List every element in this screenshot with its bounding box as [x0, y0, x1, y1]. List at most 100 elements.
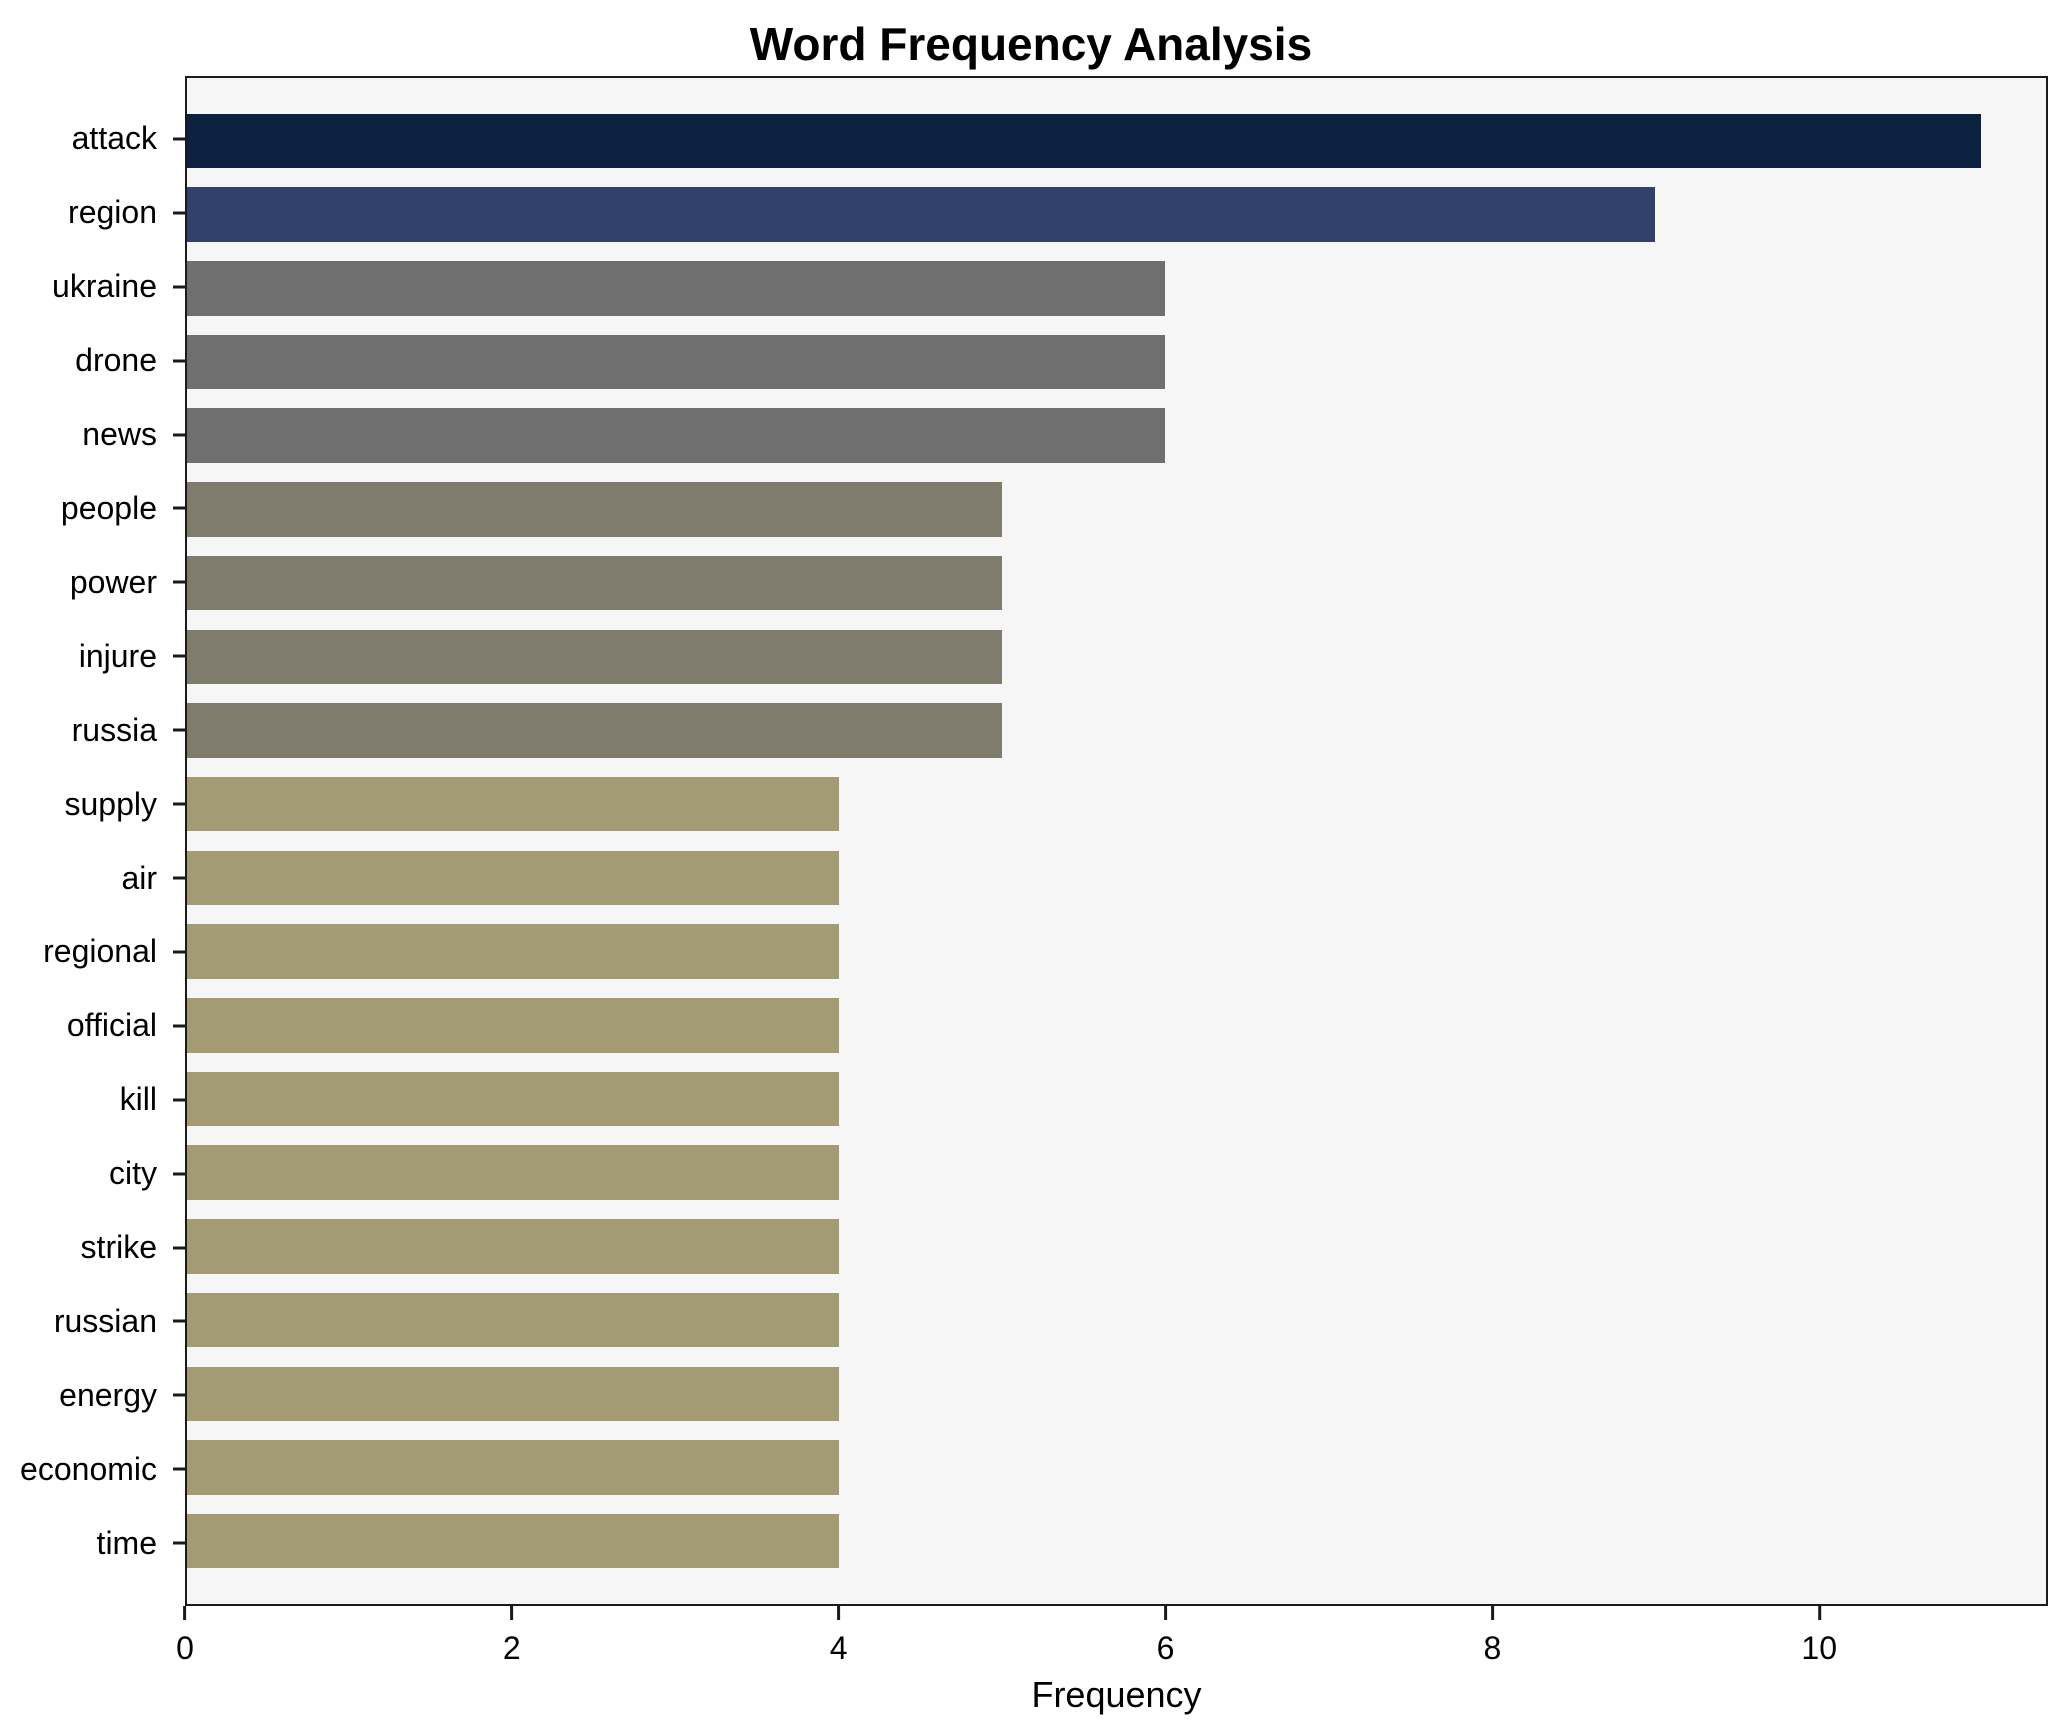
bar-row [187, 1062, 2046, 1136]
x-tick-10: 10 [1801, 1606, 1837, 1667]
y-tick-label: kill [119, 1081, 157, 1118]
y-tick-label: russian [53, 1302, 157, 1339]
x-tick-mark [1817, 1606, 1821, 1620]
y-tick-attack: attack [0, 102, 185, 176]
y-tick-label: city [109, 1155, 157, 1192]
y-tick-injure: injure [0, 619, 185, 693]
bar-russia [187, 703, 1003, 758]
y-tick-label: air [121, 859, 157, 896]
x-tick-6: 6 [1156, 1606, 1175, 1667]
y-tick-label: russia [71, 711, 157, 748]
y-tick-time: time [0, 1506, 185, 1580]
bar-russian [187, 1292, 840, 1348]
y-tick-news: news [0, 398, 185, 472]
bar-strike [187, 1219, 840, 1274]
bar-time [187, 1513, 840, 1569]
bar-energy [187, 1366, 840, 1422]
y-tick-mark [173, 359, 185, 363]
y-tick-label: energy [59, 1376, 157, 1413]
y-tick-mark [173, 1393, 185, 1397]
y-tick-ukraine: ukraine [0, 250, 185, 324]
bar-air [187, 850, 840, 906]
bar-row [187, 251, 2046, 325]
y-tick-label: official [66, 1007, 157, 1044]
chart-title: Word Frequency Analysis [749, 18, 1313, 70]
y-tick-russia: russia [0, 693, 185, 767]
x-tick-mark [837, 1606, 841, 1620]
bar-ukraine [187, 260, 1166, 316]
y-tick-mark [173, 1172, 185, 1176]
y-tick-people: people [0, 472, 185, 546]
y-tick-mark [173, 1467, 185, 1471]
y-tick-mark [173, 433, 185, 437]
y-tick-mark [173, 285, 185, 289]
y-tick-label: injure [78, 637, 157, 674]
bar-row [187, 1357, 2046, 1431]
y-tick-supply: supply [0, 767, 185, 841]
y-tick-mark [173, 802, 185, 806]
y-tick-label: attack [71, 120, 157, 157]
x-tick-mark [510, 1606, 514, 1620]
x-tick-4: 4 [830, 1606, 848, 1667]
y-tick-mark [173, 1541, 185, 1545]
y-tick-mark [173, 1319, 185, 1323]
bar-row [187, 841, 2046, 915]
x-tick-mark [183, 1606, 187, 1620]
x-axis-label: Frequency [1031, 1674, 1202, 1715]
bar-row [187, 915, 2046, 989]
bar-row [187, 546, 2046, 620]
y-tick-label: region [68, 194, 157, 231]
x-tick-label: 0 [176, 1630, 194, 1666]
bar-row [187, 178, 2046, 252]
y-tick-energy: energy [0, 1358, 185, 1432]
y-tick-mark [173, 580, 185, 584]
y-tick-label: power [69, 563, 157, 600]
x-tick-label: 2 [502, 1630, 521, 1666]
x-tick-mark [1164, 1606, 1168, 1620]
plot-area [185, 76, 2048, 1606]
bar-row [187, 620, 2046, 694]
y-tick-label: ukraine [52, 268, 157, 305]
bar-row [187, 399, 2046, 473]
bar-people [187, 482, 1003, 537]
y-tick-mark [173, 506, 185, 510]
bar-city [187, 1145, 840, 1200]
y-tick-official: official [0, 989, 185, 1063]
y-tick-strike: strike [0, 1211, 185, 1285]
bar-region [187, 187, 1655, 242]
y-tick-region: region [0, 176, 185, 250]
x-tick-8: 8 [1483, 1606, 1501, 1667]
y-tick-mark [173, 1098, 185, 1102]
x-tick-2: 2 [503, 1606, 521, 1667]
y-tick-economic: economic [0, 1432, 185, 1506]
y-tick-label: news [82, 416, 157, 453]
bar-row [187, 694, 2046, 768]
x-tick-label: 4 [829, 1630, 848, 1666]
y-axis: attack region ukraine drone news people power i… [0, 76, 185, 1606]
y-tick-mark [173, 1024, 185, 1028]
bar-news [187, 408, 1166, 463]
bar-injure [187, 629, 1003, 685]
y-tick-mark [173, 876, 185, 880]
bar-drone [187, 334, 1166, 390]
y-tick-label: drone [75, 342, 157, 379]
y-tick-kill: kill [0, 1063, 185, 1137]
x-tick-label: 8 [1483, 1630, 1502, 1666]
y-tick-label: time [96, 1524, 157, 1561]
y-tick-label: economic [20, 1450, 157, 1487]
bar-row [187, 767, 2046, 841]
y-tick-drone: drone [0, 324, 185, 398]
x-axis: 0 2 4 6 8 10 [176, 1606, 2048, 1672]
y-tick-power: power [0, 545, 185, 619]
bar-regional [187, 924, 840, 979]
y-tick-mark [173, 728, 185, 732]
bar-economic [187, 1440, 840, 1495]
x-tick-mark [1490, 1606, 1494, 1620]
y-tick-mark [173, 137, 185, 141]
y-tick-russian: russian [0, 1285, 185, 1359]
y-tick-city: city [0, 1137, 185, 1211]
bar-attack [187, 113, 1981, 169]
x-tick-label: 6 [1156, 1630, 1175, 1666]
bar-row [187, 988, 2046, 1062]
